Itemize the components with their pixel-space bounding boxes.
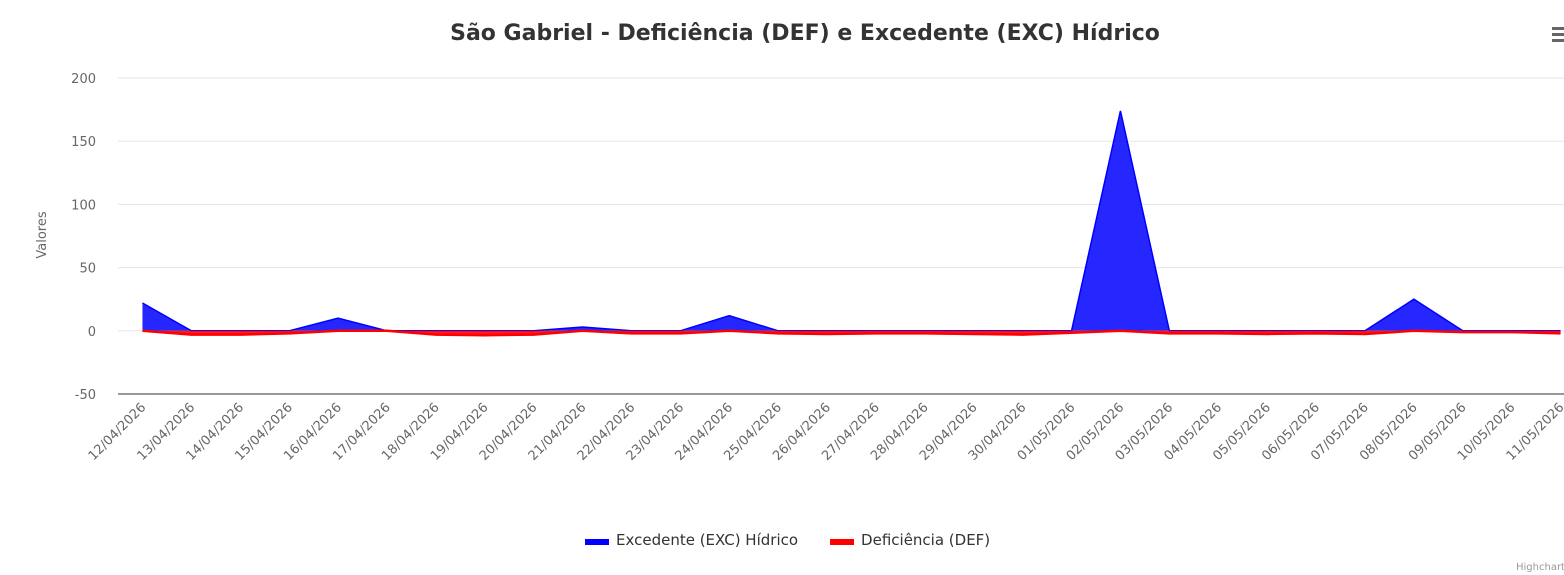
area-fill [142,110,1561,331]
y-tick-label: 0 [88,325,96,340]
menu-button[interactable] [1552,27,1564,42]
y-tick-label: 200 [71,72,96,87]
legend-symbol [830,539,855,545]
y-tick-label: 50 [79,262,96,277]
series-line [142,110,1561,332]
series-line [142,329,1561,337]
legend-label: Deficiência (DEF) [861,531,990,549]
menu-bar [1552,33,1564,36]
credits[interactable]: Highcharts.com [1516,562,1564,573]
y-tick-label: 150 [71,135,96,150]
chart-title: São Gabriel - Deficiência (DEF) e Excede… [450,21,1160,46]
legend-item[interactable]: Deficiência (DEF) [830,531,990,549]
menu-bar [1552,27,1564,30]
menu-bar [1552,39,1564,42]
y-tick-label: 100 [71,198,96,213]
y-tick-label: -50 [75,388,96,403]
legend-label: Excedente (EXC) Hídrico [616,531,798,549]
legend-symbol [585,539,609,545]
legend-item[interactable]: Excedente (EXC) Hídrico [585,531,798,549]
y-axis-label: Valores [35,211,50,258]
